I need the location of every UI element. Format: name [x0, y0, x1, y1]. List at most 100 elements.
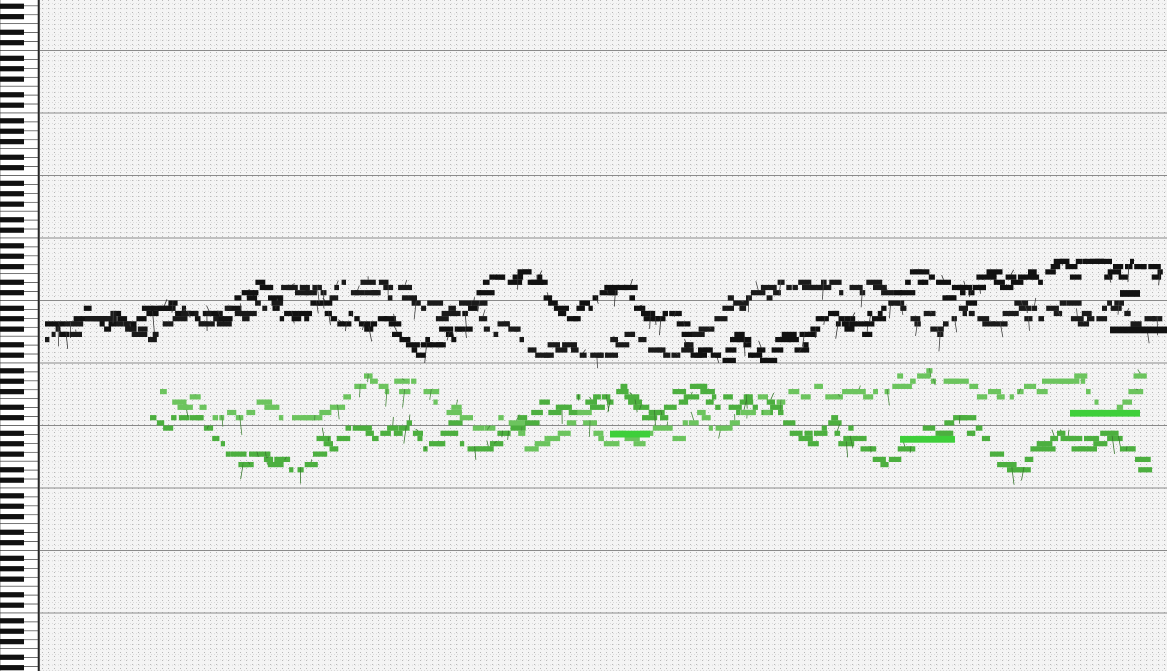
black-key[interactable]	[0, 264, 24, 270]
black-key[interactable]	[0, 290, 24, 296]
black-key[interactable]	[0, 503, 24, 509]
black-key[interactable]	[0, 592, 24, 598]
note	[698, 326, 708, 332]
black-key[interactable]	[0, 665, 24, 671]
note	[348, 310, 354, 317]
note	[117, 316, 128, 322]
black-key[interactable]	[0, 628, 24, 634]
black-key[interactable]	[0, 180, 24, 186]
note	[971, 430, 976, 436]
black-key[interactable]	[0, 102, 24, 108]
black-key[interactable]	[0, 66, 24, 72]
note	[856, 435, 867, 442]
note	[770, 404, 783, 410]
black-key[interactable]	[0, 352, 24, 358]
black-key[interactable]	[0, 227, 24, 233]
black-key[interactable]	[0, 253, 24, 259]
black-key[interactable]	[0, 566, 24, 572]
beat-grid	[40, 0, 1167, 671]
note	[956, 378, 969, 384]
black-key[interactable]	[0, 165, 24, 171]
black-key[interactable]	[0, 430, 24, 436]
black-key[interactable]	[0, 14, 24, 20]
black-key[interactable]	[0, 654, 24, 660]
note	[323, 441, 333, 447]
note	[815, 316, 823, 322]
note-tail	[171, 300, 174, 313]
note	[873, 389, 878, 395]
black-key[interactable]	[0, 404, 24, 410]
note	[177, 404, 193, 410]
black-key[interactable]	[0, 441, 24, 447]
black-key[interactable]	[0, 451, 24, 457]
black-key[interactable]	[0, 92, 24, 98]
note-tail	[1111, 435, 1115, 454]
black-key[interactable]	[0, 540, 24, 546]
note	[399, 337, 411, 343]
note	[1114, 435, 1123, 442]
black-key[interactable]	[0, 128, 24, 134]
note	[922, 279, 929, 285]
note-tail	[393, 313, 396, 322]
black-key[interactable]	[0, 389, 24, 395]
note	[981, 435, 990, 442]
black-key[interactable]	[0, 602, 24, 608]
black-key[interactable]	[0, 639, 24, 645]
note	[946, 295, 956, 301]
black-key[interactable]	[0, 201, 24, 207]
black-key[interactable]	[0, 415, 24, 421]
black-key[interactable]	[0, 55, 24, 61]
note-tail	[747, 295, 750, 313]
black-key[interactable]	[0, 514, 24, 520]
black-key[interactable]	[0, 40, 24, 46]
black-key[interactable]	[0, 467, 24, 473]
black-key[interactable]	[0, 316, 24, 322]
note	[360, 279, 376, 285]
note	[579, 352, 587, 358]
note	[493, 331, 499, 337]
black-key[interactable]	[0, 305, 24, 311]
note	[825, 394, 841, 400]
note-tail	[860, 290, 863, 308]
note	[224, 305, 232, 311]
keyboard[interactable]	[0, 0, 40, 671]
black-key[interactable]	[0, 139, 24, 145]
black-key[interactable]	[0, 118, 24, 124]
note	[472, 425, 485, 431]
black-key[interactable]	[0, 217, 24, 223]
note	[566, 420, 577, 426]
black-key[interactable]	[0, 243, 24, 249]
black-key[interactable]	[0, 555, 24, 561]
note	[1122, 399, 1132, 405]
note	[298, 310, 312, 317]
note	[171, 415, 177, 421]
black-key[interactable]	[0, 76, 24, 82]
note-tail	[708, 326, 712, 330]
black-key[interactable]	[0, 576, 24, 582]
black-key[interactable]	[0, 326, 24, 332]
note	[45, 321, 53, 327]
black-key[interactable]	[0, 529, 24, 535]
note	[763, 409, 771, 416]
note	[358, 321, 371, 327]
pitch-grid	[40, 3, 1167, 671]
note-tail	[1107, 274, 1112, 283]
black-key[interactable]	[0, 477, 24, 483]
note	[958, 305, 968, 311]
black-key[interactable]	[0, 29, 24, 35]
black-key[interactable]	[0, 368, 24, 374]
black-key[interactable]	[0, 279, 24, 285]
black-key[interactable]	[0, 378, 24, 384]
note	[1018, 305, 1032, 311]
black-key[interactable]	[0, 3, 24, 9]
note	[519, 337, 524, 343]
note	[544, 435, 561, 442]
black-key[interactable]	[0, 191, 24, 197]
black-key[interactable]	[0, 618, 24, 624]
black-key[interactable]	[0, 342, 24, 348]
note-tail	[482, 309, 486, 317]
black-key[interactable]	[0, 154, 24, 160]
note	[313, 451, 328, 457]
note	[1138, 467, 1153, 473]
black-key[interactable]	[0, 493, 24, 499]
